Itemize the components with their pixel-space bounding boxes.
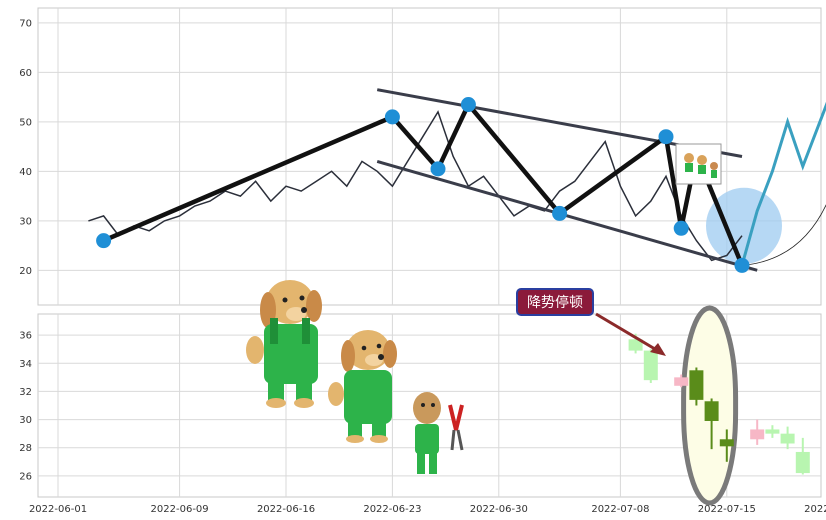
- y-tick-label: 40: [19, 167, 32, 178]
- x-tick-label: 2022-06-23: [363, 504, 421, 515]
- pattern-point-marker: [384, 109, 400, 125]
- callout-box: [516, 288, 594, 316]
- pattern-markers: [96, 97, 750, 273]
- candle-body: [704, 401, 719, 421]
- pattern-point-marker: [734, 257, 750, 273]
- candle-body: [628, 339, 643, 351]
- x-tick-label: 2022-07-22: [804, 504, 826, 515]
- pattern-point-marker: [552, 205, 568, 221]
- y-tick-label: 30: [19, 415, 32, 426]
- y-tick-label: 36: [19, 331, 32, 342]
- candle-body: [780, 433, 795, 444]
- pattern-point-marker: [430, 161, 446, 177]
- candle-body: [765, 429, 780, 434]
- bottom-highlight-circle: [706, 187, 782, 264]
- x-tick-label: 2022-06-01: [29, 504, 87, 515]
- x-tick-label: 2022-06-09: [151, 504, 209, 515]
- y-tick-label: 28: [19, 443, 32, 454]
- callout-arrow: [595, 312, 661, 354]
- candle-body: [795, 451, 810, 474]
- projection-arc: [741, 204, 826, 266]
- y-tick-label: 50: [19, 117, 32, 128]
- dog-mascot-icon: [246, 280, 322, 408]
- bottom-y-ticks: 26 28 30 32 34 36: [19, 331, 32, 483]
- y-tick-label: 26: [19, 471, 32, 482]
- pattern-point-marker: [658, 129, 674, 145]
- channel-lower-line: [376, 160, 758, 272]
- candle-body: [750, 429, 765, 440]
- candle-body: [674, 377, 689, 386]
- price-line: [88, 110, 743, 262]
- y-tick-label: 30: [19, 216, 32, 227]
- pattern-point-marker: [673, 220, 689, 236]
- y-tick-label: 32: [19, 387, 32, 398]
- pattern-point-marker: [96, 233, 112, 249]
- dog-mascot-icon: [328, 330, 397, 443]
- projection-line: [740, 101, 826, 266]
- x-tick-label: 2022-06-30: [470, 504, 528, 515]
- x-tick-label: 2022-07-08: [591, 504, 649, 515]
- candle-body: [689, 370, 704, 400]
- y-tick-label: 34: [19, 359, 32, 370]
- x-tick-label: 2022-06-16: [257, 504, 315, 515]
- y-tick-label: 70: [19, 18, 32, 29]
- candle-body: [719, 439, 734, 447]
- x-tick-label: 2022-07-15: [698, 504, 756, 515]
- y-tick-label: 20: [19, 266, 32, 277]
- top-panel-grid: [38, 8, 821, 305]
- candle-body: [643, 350, 658, 381]
- y-tick-label: 60: [19, 68, 32, 79]
- top-y-ticks: 20 30 40 50 60 70: [19, 18, 32, 277]
- dog-sticker-icon: [675, 143, 722, 185]
- callout-arrowhead-icon: [650, 343, 666, 356]
- dog-with-pliers-icon: [413, 392, 464, 474]
- x-ticks: 2022-06-01 2022-06-09 2022-06-16 2022-06-23…: [29, 504, 826, 515]
- callout-label: 降势停顿: [527, 294, 583, 311]
- candlesticks: [628, 333, 810, 475]
- pattern-point-marker: [460, 97, 476, 113]
